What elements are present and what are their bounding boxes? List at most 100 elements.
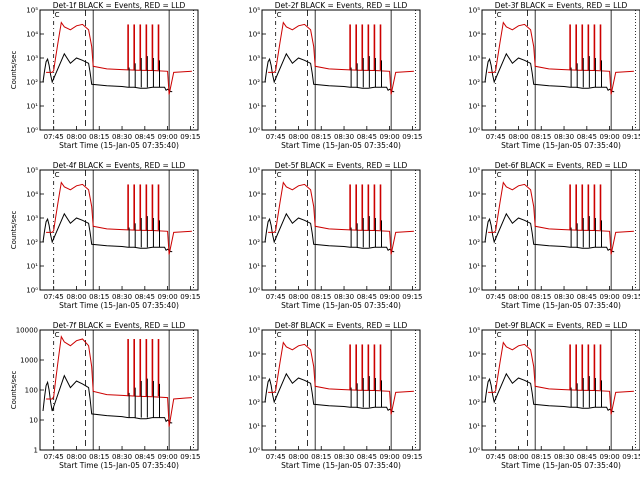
y-tick-label: 10⁰	[468, 127, 480, 135]
y-tick-label: 10¹	[248, 423, 260, 431]
y-tick-label: 10³	[468, 55, 480, 63]
lld-series-line	[268, 21, 414, 95]
x-tick-label: 09:15	[622, 453, 640, 461]
x-axis-label: Start Time (15-Jan-05 07:35:40)	[59, 461, 179, 470]
lld-series-line	[488, 341, 634, 415]
x-tick-label: 09:00	[158, 293, 178, 301]
x-tick-label: 09:15	[622, 293, 640, 301]
x-tick-label: 07:45	[486, 453, 506, 461]
plot-frame	[39, 9, 199, 131]
x-tick-label: 07:45	[44, 453, 64, 461]
y-tick-label: 10⁴	[468, 31, 480, 39]
x-axis-label: Start Time (15-Jan-05 07:35:40)	[281, 461, 401, 470]
y-tick-label: 10¹	[468, 103, 480, 111]
x-tick-label: 08:15	[89, 133, 109, 141]
y-tick-label: 10¹	[26, 263, 38, 271]
x-tick-label: 08:45	[577, 293, 597, 301]
x-tick-label: 09:15	[180, 293, 200, 301]
y-tick-label: 10000	[16, 327, 38, 335]
plot-frame	[481, 169, 640, 291]
x-tick-label: 08:00	[288, 453, 308, 461]
y-tick-label: 10	[29, 417, 38, 425]
x-tick-label: 07:45	[486, 133, 506, 141]
x-tick-label: 08:30	[554, 133, 574, 141]
x-tick-label: 08:30	[554, 293, 574, 301]
annotation-label: C	[497, 171, 502, 179]
x-tick-label: 08:30	[334, 133, 354, 141]
x-tick-label: 07:45	[266, 453, 286, 461]
y-tick-label: 10⁴	[26, 31, 38, 39]
events-series-line	[264, 212, 395, 253]
x-tick-label: 08:15	[89, 453, 109, 461]
x-tick-label: 08:00	[288, 293, 308, 301]
y-tick-label: 10³	[248, 375, 260, 383]
x-tick-label: 08:15	[531, 453, 551, 461]
plot-frame	[39, 329, 199, 451]
plot-frame	[261, 9, 421, 131]
y-tick-label: 10²	[468, 399, 480, 407]
x-tick-label: 08:30	[554, 453, 574, 461]
y-tick-label: 10⁰	[26, 287, 38, 295]
annotation-label: C	[55, 171, 60, 179]
x-tick-label: 08:15	[311, 453, 331, 461]
lld-series-line	[268, 181, 414, 255]
annotation-label: C	[277, 331, 282, 339]
x-tick-label: 07:45	[44, 133, 64, 141]
y-tick-label: 10³	[248, 55, 260, 63]
x-axis-label: Start Time (15-Jan-05 07:35:40)	[501, 141, 621, 150]
panel-title: Det-2f BLACK = Events, RED = LLD	[275, 1, 408, 10]
x-axis-label: Start Time (15-Jan-05 07:35:40)	[281, 301, 401, 310]
panel-title: Det-7f BLACK = Events, RED = LLD	[53, 321, 186, 330]
x-axis-label: Start Time (15-Jan-05 07:35:40)	[281, 141, 401, 150]
y-tick-label: 10³	[248, 215, 260, 223]
lld-series-line	[46, 21, 192, 95]
x-tick-label: 09:15	[402, 293, 422, 301]
y-tick-label: 10⁴	[468, 191, 480, 199]
panel-title: Det-4f BLACK = Events, RED = LLD	[53, 161, 186, 170]
y-tick-label: 1	[34, 447, 38, 455]
annotation-label: C	[277, 171, 282, 179]
events-series-line	[264, 372, 395, 413]
y-axis-label: Counts/sec	[10, 51, 18, 90]
lld-series-line	[46, 181, 192, 255]
panel-title: Det-3f BLACK = Events, RED = LLD	[495, 1, 628, 10]
x-tick-label: 08:45	[135, 133, 155, 141]
plot-frame	[261, 169, 421, 291]
x-tick-label: 08:00	[66, 453, 86, 461]
y-tick-label: 100	[25, 387, 38, 395]
panel-title: Det-1f BLACK = Events, RED = LLD	[53, 1, 186, 10]
x-axis-label: Start Time (15-Jan-05 07:35:40)	[501, 461, 621, 470]
lld-series-line	[488, 181, 634, 255]
y-tick-label: 10³	[468, 215, 480, 223]
lld-series-line	[268, 341, 414, 415]
x-tick-label: 09:15	[402, 453, 422, 461]
x-tick-label: 08:15	[531, 133, 551, 141]
y-tick-label: 10⁵	[468, 7, 480, 15]
x-tick-label: 08:45	[135, 293, 155, 301]
events-series-line	[42, 212, 173, 253]
y-tick-label: 10¹	[26, 103, 38, 111]
y-tick-label: 10²	[468, 239, 480, 247]
x-tick-label: 09:00	[158, 453, 178, 461]
y-tick-label: 10⁰	[468, 287, 480, 295]
y-tick-label: 10³	[468, 375, 480, 383]
x-tick-label: 08:15	[89, 293, 109, 301]
x-tick-label: 07:45	[486, 293, 506, 301]
events-series-line	[484, 52, 615, 93]
x-axis-label: Start Time (15-Jan-05 07:35:40)	[59, 141, 179, 150]
x-tick-label: 09:00	[600, 453, 620, 461]
annotation-label: C	[497, 11, 502, 19]
y-tick-label: 10⁰	[248, 287, 260, 295]
x-axis-label: Start Time (15-Jan-05 07:35:40)	[59, 301, 179, 310]
x-tick-label: 08:15	[311, 133, 331, 141]
y-tick-label: 10³	[26, 215, 38, 223]
y-tick-label: 10⁴	[26, 191, 38, 199]
annotation-label: C	[55, 331, 60, 339]
